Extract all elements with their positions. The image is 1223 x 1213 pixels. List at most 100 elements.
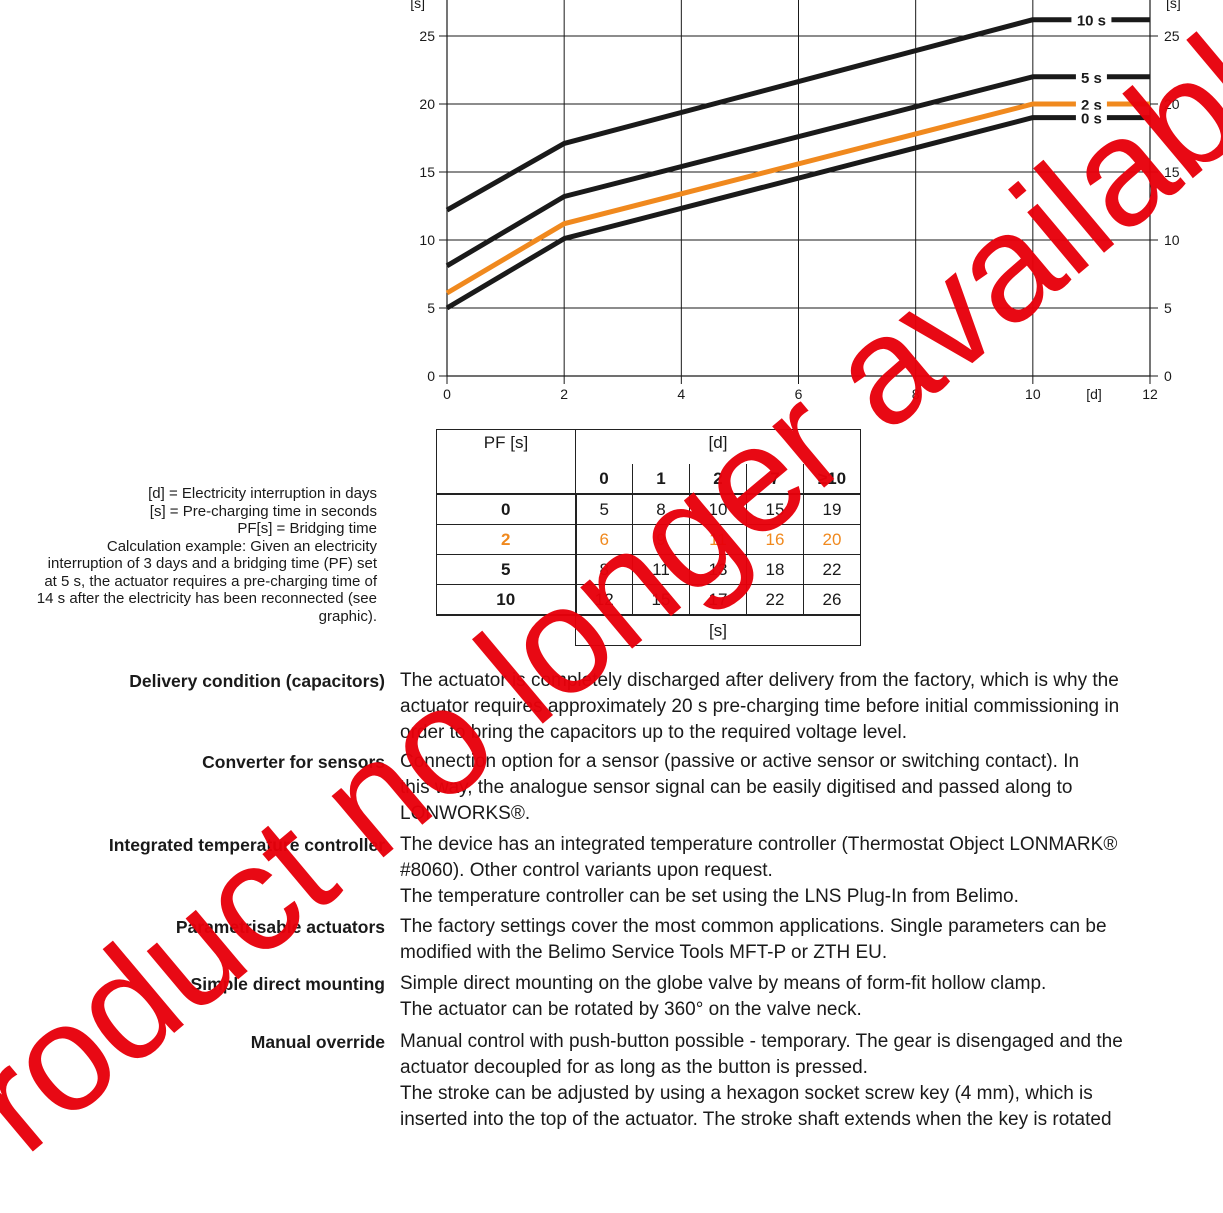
series-label-bg: [1075, 109, 1107, 126]
x-tick-label: 4: [677, 386, 685, 402]
table-cell: 5: [575, 493, 633, 525]
table-cell: 26: [803, 584, 861, 616]
table-cell: 6: [575, 524, 633, 555]
legend-line: at 5 s, the actuator requires a pre-char…: [44, 572, 377, 590]
feature-label: Integrated temperature controller: [108, 835, 385, 855]
legend-line: graphic).: [318, 607, 377, 625]
table-cell: 15: [632, 584, 690, 616]
series-label: 0 s: [1081, 111, 1102, 128]
feature-line: modified with the Belimo Service Tools M…: [400, 942, 888, 963]
table-header-row: PF [s] [d]: [436, 429, 861, 495]
col-header: ≥10: [803, 464, 861, 495]
feature-line: LONWORKS®.: [400, 803, 531, 824]
legend-line: interruption of 3 days and a bridging ti…: [47, 555, 377, 572]
feature-line: The device has an integrated temperature…: [400, 834, 1118, 855]
table-footer-row: [s]: [437, 615, 861, 646]
table-row: 0 5 8 10 15 19: [436, 493, 861, 525]
row-header: 10: [436, 584, 577, 616]
table-cell: 15: [746, 493, 804, 525]
table-row: 10 12 15 17 22 26: [436, 584, 861, 616]
y-tick-label-left: 10: [419, 232, 435, 248]
y-tick-label-right: 25: [1164, 28, 1180, 44]
y-tick-label-right: 20: [1164, 96, 1180, 112]
table-cell: 10: [689, 493, 747, 525]
y-tick-label-left: 20: [419, 96, 435, 112]
feature-label: Manual override: [250, 1032, 385, 1052]
row-header: 0: [436, 493, 577, 525]
feature-body: Simple direct mounting on the globe valv…: [400, 971, 1046, 1023]
feature-line: The actuator is completely discharged af…: [400, 670, 1119, 691]
precharge-table: PF [s] [d] 0 1 2 7 ≥10 0 5 8 10 15 19 2 …: [436, 429, 861, 646]
x-tick-label: 10: [1025, 386, 1041, 402]
feature-label: Parametrisable actuators: [175, 917, 385, 937]
x-unit-label: [d]: [1086, 386, 1102, 402]
feature-label: Simple direct mounting: [190, 974, 385, 994]
series-label: 10 s: [1077, 13, 1106, 30]
legend-line: [d] = Electricity interruption in days: [148, 485, 377, 502]
feature-line: actuator decoupled for as long as the bu…: [400, 1057, 868, 1078]
table-cell: 19: [803, 493, 861, 525]
x-tick-label: 8: [912, 386, 920, 402]
x-tick-label: 2: [560, 386, 568, 402]
table-cell: 18: [746, 554, 804, 585]
table-cell: 8: [632, 493, 690, 525]
table-cell: 9: [632, 524, 690, 555]
table-cell: 12: [575, 584, 633, 616]
y-tick-label-left: 5: [427, 300, 435, 316]
table-cell: 22: [746, 584, 804, 616]
feature-line: #8060). Other control variants upon requ…: [400, 860, 773, 881]
col-header: 7: [746, 464, 804, 495]
table-cell: 11: [689, 524, 747, 555]
y-tick-label-right: 0: [1164, 368, 1172, 384]
y-unit-label-right: [s]: [1166, 0, 1181, 11]
x-tick-label: 0: [443, 386, 451, 402]
feature-label: Converter for sensors: [202, 752, 385, 772]
feature-line: inserted into the top of the actuator. T…: [400, 1109, 1112, 1130]
pf-header: PF [s]: [436, 429, 576, 495]
feature-line: Manual control with push-button possible…: [400, 1031, 1123, 1052]
feature-body: The device has an integrated temperature…: [400, 832, 1117, 910]
y-tick-label-left: 15: [419, 164, 435, 180]
legend-line: 14 s after the electricity has been reco…: [36, 590, 377, 607]
y-tick-label-right: 15: [1164, 164, 1180, 180]
col-header: 2: [689, 464, 747, 495]
feature-body: The actuator is completely discharged af…: [400, 668, 1119, 746]
table-row: 2 6 9 11 16 20: [436, 524, 861, 555]
row-header: 5: [436, 554, 577, 585]
feature-body: Connection option for a sensor (passive …: [400, 749, 1079, 827]
col-header: 0: [575, 464, 633, 495]
chart-legend-notes: [d] = Electricity interruption in days […: [0, 485, 377, 625]
feature-line: The stroke can be adjusted by using a he…: [400, 1083, 1093, 1104]
table-spacer: [437, 615, 576, 646]
feature-line: this way, the analogue sensor signal can…: [400, 777, 1073, 798]
y-unit-label-left: [s]: [410, 0, 425, 11]
feature-line: The actuator can be rotated by 360° on t…: [400, 999, 862, 1020]
series-label-bg: [1075, 68, 1107, 85]
table-column-headers: 0 1 2 7 ≥10: [437, 464, 861, 495]
legend-line: Calculation example: Given an electricit…: [106, 537, 377, 555]
feature-body: Manual control with push-button possible…: [400, 1029, 1123, 1133]
series-label: 5 s: [1081, 70, 1102, 87]
table-footer-unit: [s]: [575, 615, 861, 646]
feature-line: The factory settings cover the most comm…: [400, 916, 1107, 937]
table-cell: 16: [746, 524, 804, 555]
table-cell: 11: [632, 554, 690, 585]
series-label-bg: [1075, 96, 1107, 112]
table-cell: 13: [689, 554, 747, 585]
table-cell: 17: [689, 584, 747, 616]
feature-line: Connection option for a sensor (passive …: [400, 751, 1080, 772]
feature-line: actuator requires approximately 20 s pre…: [400, 696, 1120, 717]
feature-label: Delivery condition (capacitors): [129, 671, 385, 691]
table-cell: 22: [803, 554, 861, 585]
feature-line: The temperature controller can be set us…: [400, 886, 1019, 907]
y-tick-label-right: 10: [1164, 232, 1180, 248]
table-cell: 8: [575, 554, 633, 585]
table-cell: 20: [803, 524, 861, 555]
feature-body: The factory settings cover the most comm…: [400, 914, 1107, 966]
d-header: [d]: [575, 429, 861, 464]
x-tick-label: 6: [795, 386, 803, 402]
legend-line: PF[s] = Bridging time: [237, 520, 377, 537]
chart-series: 10 s5 s2 s0 s: [445, 11, 1150, 311]
